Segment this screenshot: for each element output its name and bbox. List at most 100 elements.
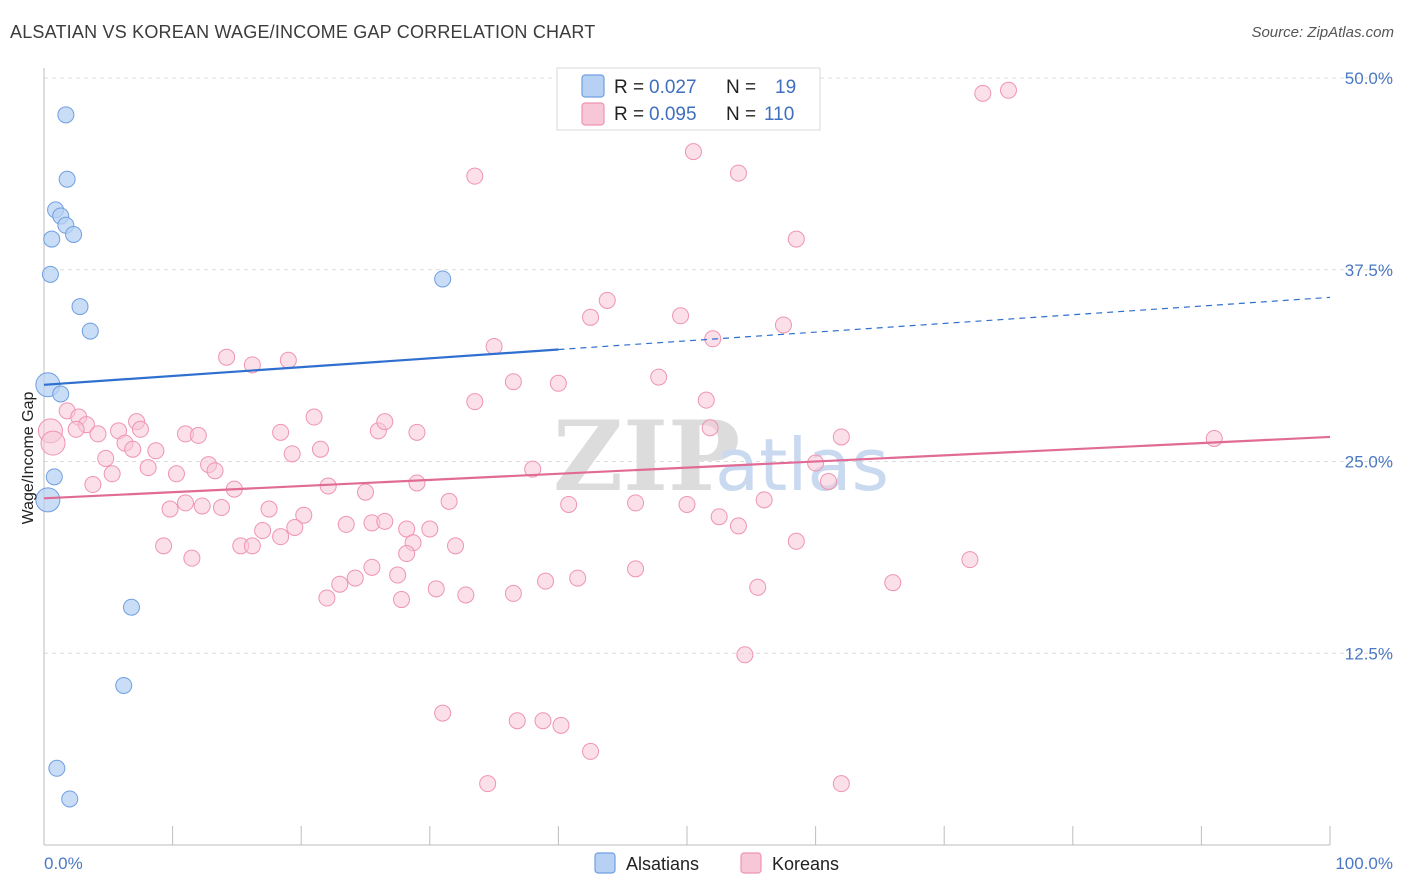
bottom-legend: Alsatians Koreans (594, 852, 839, 874)
korean-point-98 (884, 574, 902, 592)
korean-point-3 (729, 164, 747, 182)
korean-point-11 (485, 337, 503, 355)
korean-point-99 (961, 551, 979, 569)
korean-point-13 (243, 356, 261, 374)
korean-point-87 (183, 549, 201, 567)
korean-point-78 (710, 508, 728, 526)
korean-point-56 (524, 460, 542, 478)
korean-point-64 (295, 506, 313, 524)
korean-point-105 (508, 712, 526, 730)
bottom-legend-swatch-koreans (740, 852, 762, 874)
korean-point-72 (376, 512, 394, 530)
korean-point-31 (189, 426, 207, 444)
y-tick-label-2: 37.5% (1345, 261, 1393, 280)
korean-point-76 (272, 528, 290, 546)
korean-point-96 (627, 560, 645, 578)
korean-point-46 (139, 459, 157, 477)
korean-point-41 (124, 440, 142, 458)
korean-point-21 (40, 430, 66, 456)
korean-point-109 (479, 775, 497, 793)
korean-point-19 (697, 391, 715, 409)
korean-point-44 (311, 440, 329, 458)
legend-n-label-korean: N = (726, 104, 756, 125)
korean-point-18 (466, 393, 484, 411)
watermark: ZIP atlas (553, 400, 889, 513)
bottom-legend-label-koreans: Koreans (772, 854, 839, 874)
alsatian-point-7 (41, 265, 59, 283)
korean-point-9 (774, 316, 792, 334)
korean-point-49 (206, 462, 224, 480)
korean-point-101 (393, 591, 411, 609)
korean-point-90 (363, 558, 381, 576)
korean-point-74 (421, 520, 439, 538)
korean-point-7 (582, 308, 600, 326)
korean-point-47 (167, 465, 185, 483)
alsatian-point-9 (71, 298, 89, 316)
korean-point-43 (283, 445, 301, 463)
korean-point-60 (161, 500, 179, 518)
korean-point-86 (447, 537, 465, 555)
korean-point-75 (254, 522, 272, 540)
korean-point-67 (627, 494, 645, 512)
korean-point-77 (286, 518, 304, 536)
korean-point-57 (807, 454, 825, 472)
korean-point-91 (389, 566, 407, 584)
korean-point-36 (408, 423, 426, 441)
korean-point-55 (408, 474, 426, 492)
korean-point-45 (97, 449, 115, 467)
korean-point-39 (1205, 429, 1223, 447)
korean-point-93 (504, 584, 522, 602)
legend-swatch-alsatian (581, 74, 605, 98)
korean-point-73 (398, 520, 416, 538)
korean-point-69 (755, 491, 773, 509)
korean-point-95 (569, 569, 587, 587)
korean-point-17 (650, 368, 668, 386)
alsatian-point-13 (45, 468, 63, 486)
legend-r-label-korean: R = (614, 104, 644, 125)
korean-point-51 (84, 476, 102, 494)
alsatian-point-0 (57, 106, 75, 124)
alsatian-point-14 (35, 487, 61, 513)
korean-point-16 (549, 374, 567, 392)
alsatian-point-16 (115, 676, 133, 694)
korean-point-81 (155, 537, 173, 555)
korean-point-33 (305, 408, 323, 426)
alsatian-trend-line (43, 348, 559, 386)
korean-point-66 (560, 495, 578, 513)
korean-point-65 (440, 492, 458, 510)
source-label: Source: ZipAtlas.com (1251, 24, 1394, 41)
bottom-legend-swatch-alsatians (594, 852, 616, 874)
legend-n-value-alsatian: 19 (775, 77, 796, 98)
trend-lines (43, 296, 1331, 500)
alsatian-point-15 (122, 598, 140, 616)
korean-point-83 (243, 537, 261, 555)
korean-point-58 (819, 472, 837, 490)
y-tick-label-0: 12.5% (1345, 644, 1393, 663)
korean-point-14 (279, 351, 297, 369)
legend-r-value-alsatian: 0.027 (649, 77, 697, 98)
korean-point-5 (787, 230, 805, 248)
alsatian-point-17 (48, 759, 66, 777)
alsatian-point-1 (58, 170, 76, 188)
legend: R = 0.027 N = 19 R = 0.095 N = 110 (556, 67, 821, 131)
korean-point-103 (736, 646, 754, 664)
korean-point-32 (272, 423, 290, 441)
korean-point-8 (672, 307, 690, 325)
korean-point-59 (176, 494, 194, 512)
korean-point-70 (337, 515, 355, 533)
bottom-legend-label-alsatians: Alsatians (626, 854, 699, 874)
korean-point-29 (131, 420, 149, 438)
korean-point-15 (504, 373, 522, 391)
data-points (35, 81, 1223, 808)
chart-title: ALSATIAN VS KOREAN WAGE/INCOME GAP CORRE… (10, 22, 596, 42)
korean-point-63 (260, 500, 278, 518)
korean-point-68 (678, 495, 696, 513)
korean-point-12 (218, 348, 236, 366)
korean-point-62 (212, 499, 230, 517)
korean-point-2 (684, 143, 702, 161)
korean-point-80 (787, 532, 805, 550)
korean-point-38 (832, 428, 850, 446)
korean-point-104 (434, 704, 452, 722)
y-tick-label-1: 25.0% (1345, 453, 1393, 472)
